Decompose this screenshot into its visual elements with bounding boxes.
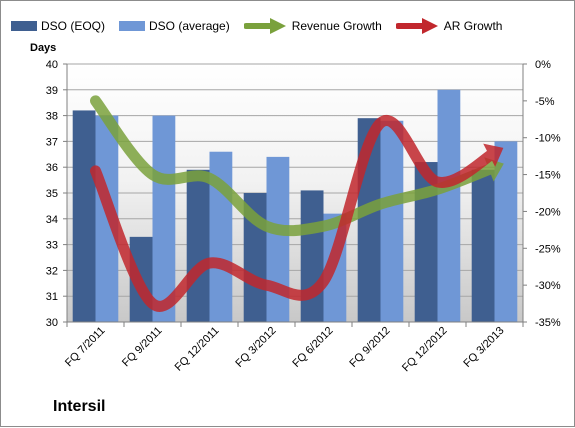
y-tick-label-32: 32: [46, 265, 58, 277]
bar-dso-eoq-0: [72, 110, 96, 322]
x-tick-label-4: FQ 6/2012: [290, 325, 335, 370]
legend-label-ar-growth: AR Growth: [443, 19, 503, 33]
x-tick-label-7: FQ 3/2013: [461, 325, 506, 370]
legend-arrow-ar-growth: [395, 18, 438, 34]
legend-item-dso-average: DSO (average): [119, 19, 230, 33]
x-tick-label-0: FQ 7/2011: [63, 325, 108, 370]
y-tick-label-36: 36: [46, 162, 58, 174]
legend-label-dso-average: DSO (average): [149, 19, 230, 33]
growth-arrows: [90, 95, 504, 312]
y-tick-label-37: 37: [46, 136, 58, 148]
legend-swatch-dso-eoq: [11, 21, 37, 31]
y2-tick-label-4: -15%: [535, 170, 561, 182]
legend: DSO (EOQ) DSO (average) Revenue Growth A…: [11, 16, 516, 36]
y2-tick-label-0: -35%: [535, 317, 561, 329]
y2-tick-label-3: -20%: [535, 206, 561, 218]
legend-item-revenue-growth: Revenue Growth: [243, 17, 382, 35]
y-tick-label-40: 40: [46, 59, 58, 71]
series-revenue-growth: [90, 95, 504, 237]
y-tick-label-35: 35: [46, 188, 58, 200]
bar-dso-average-3: [266, 156, 290, 322]
legend-label-dso-eoq: DSO (EOQ): [41, 19, 106, 33]
x-tick-label-3: FQ 3/2012: [233, 325, 278, 370]
legend-label-revenue-growth: Revenue Growth: [291, 19, 382, 33]
bar-dso-average-6: [437, 89, 461, 322]
line-ar-growth: [90, 114, 500, 312]
y-tick-label-34: 34: [46, 214, 58, 226]
bar-dso-average-0: [95, 115, 119, 322]
legend-arrow-ar-growth-head: [421, 18, 438, 34]
bar-dso-eoq-2: [186, 169, 210, 322]
bar-dso-average-5: [380, 120, 404, 322]
bar-dso-average-1: [152, 115, 176, 322]
y2-tick-label-2: -25%: [535, 243, 561, 255]
y2-tick-label-5: -10%: [535, 133, 561, 145]
y-tick-label-38: 38: [46, 111, 58, 123]
series-ar-growth: [90, 114, 504, 312]
bar-dso-eoq-7: [471, 169, 495, 322]
legend-arrow-revenue-growth: [243, 18, 286, 34]
x-tick-label-1: FQ 9/2011: [120, 325, 165, 370]
y2-tick-label-1: -30%: [535, 280, 561, 292]
y-tick-label-39: 39: [46, 85, 58, 97]
arrowhead-revenue-growth: [484, 157, 504, 182]
x-tick-label-2: FQ 12/2011: [173, 325, 222, 374]
company-label: Intersil: [53, 398, 106, 415]
x-tick-label-5: FQ 9/2012: [347, 325, 392, 370]
legend-arrow-revenue-growth-head: [269, 18, 286, 34]
legend-item-dso-eoq: DSO (EOQ): [11, 19, 105, 33]
y-axis-title: Days: [30, 42, 57, 54]
line-revenue-growth: [90, 95, 500, 237]
legend-swatch-dso-average: [119, 21, 146, 31]
y-tick-label-30: 30: [46, 317, 58, 329]
bar-dso-eoq-6: [414, 162, 438, 322]
y-tick-label-31: 31: [46, 291, 58, 303]
y-tick-label-33: 33: [46, 240, 58, 252]
y2-tick-label-6: -5%: [535, 96, 555, 108]
legend-item-ar-growth: AR Growth: [395, 17, 503, 35]
arrowhead-ar-growth: [483, 143, 504, 167]
x-tick-label-6: FQ 12/2012: [400, 325, 450, 375]
y2-tick-label-7: 0%: [535, 59, 551, 71]
bar-dso-average-7: [494, 141, 518, 322]
bar-dso-eoq-4: [300, 190, 324, 322]
